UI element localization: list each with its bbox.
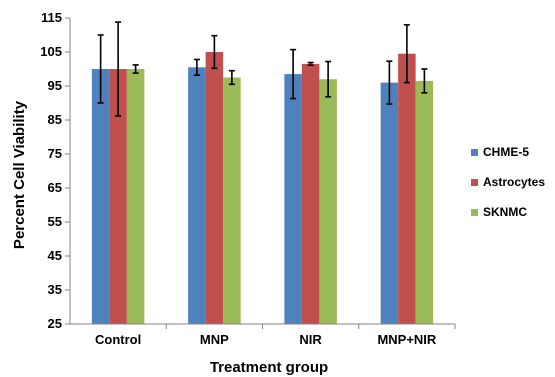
bar-astrocytes-mnp <box>205 52 224 324</box>
bar-sknmc-nir <box>319 79 337 324</box>
y-axis-ticks: 25 35 45 55 65 75 85 95 105 115 <box>40 10 70 331</box>
y-tick-label: 105 <box>40 44 62 59</box>
legend-label: Astrocytes <box>483 175 545 189</box>
bar-chme-5-nir <box>284 74 302 324</box>
x-tick-label: NIR <box>299 332 322 347</box>
x-axis-ticks: Control MNP NIR MNP+NIR <box>95 324 456 347</box>
legend-label: SKNMC <box>483 205 527 219</box>
y-tick-label: 25 <box>48 316 62 331</box>
bar-sknmc-mnp <box>223 77 241 324</box>
x-axis-title: Treatment group <box>210 359 328 376</box>
bars <box>91 52 434 325</box>
y-tick-label: 115 <box>41 10 62 25</box>
bar-astrocytes-nir <box>301 63 320 325</box>
bar-chme-5-mnp-nir <box>380 82 399 324</box>
bar-chme-5-mnp <box>188 67 206 325</box>
y-tick-label: 85 <box>48 112 62 127</box>
legend-swatch <box>471 209 478 216</box>
bar-astrocytes-mnp-nir <box>398 53 416 324</box>
legend-swatch <box>471 149 478 156</box>
y-tick-label: 75 <box>48 146 62 161</box>
y-tick-label: 55 <box>48 214 62 229</box>
legend-label: CHME-5 <box>483 145 529 159</box>
error-bars <box>97 21 428 117</box>
y-axis-title: Percent Cell Viability <box>11 100 28 249</box>
y-tick-label: 65 <box>48 180 62 195</box>
legend-swatch <box>471 179 478 186</box>
bar-astrocytes-control <box>109 69 127 324</box>
bar-sknmc-control <box>126 69 145 324</box>
bar-chme-5-control <box>91 69 110 324</box>
x-tick-label: MNP <box>200 332 229 347</box>
x-tick-label: Control <box>95 332 141 347</box>
legend: CHME-5 Astrocytes SKNMC <box>471 145 545 219</box>
x-tick-label: MNP+NIR <box>377 332 436 347</box>
y-tick-label: 35 <box>48 282 62 297</box>
bar-sknmc-mnp-nir <box>415 80 434 325</box>
y-tick-label: 45 <box>48 248 62 263</box>
y-tick-label: 95 <box>48 78 62 93</box>
